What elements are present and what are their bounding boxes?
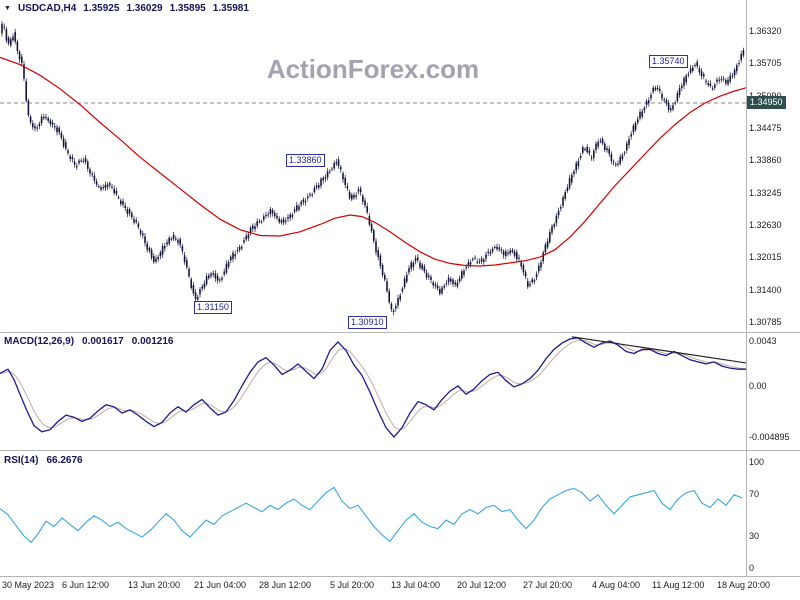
rsi-axis[interactable]: 100 70 30 0 [746,451,800,576]
price-axis-tick: 1.34475 [749,123,782,133]
macd-name: MACD(12,26,9) [4,336,75,347]
price-axis-tick: 1.33245 [749,187,782,198]
time-axis-label: 6 Jun 12:00 [62,580,110,590]
panel-separator-1 [0,332,800,333]
price-axis-tick: 1.32015 [749,252,782,263]
macd-plot[interactable] [0,333,746,450]
macd-value-main: 0.001617 [82,336,124,347]
rsi-plot[interactable] [0,451,746,576]
level-price-tag: 1.34950 [747,96,786,110]
time-axis-label: 28 Jun 12:00 [259,580,312,590]
swing-price-label: 1.31150 [194,301,232,314]
macd-axis[interactable]: 0.0043 0.00 -0.004895 [746,333,800,450]
panel-separator-2 [0,450,800,451]
time-axis-label: 20 Jul 12:00 [457,580,507,590]
time-axis-label: 5 Jul 20:00 [330,580,375,590]
rsi-axis-tick: 70 [749,488,760,499]
rsi-axis-tick: 100 [749,457,765,467]
time-axis-label: 4 Aug 04:00 [592,580,641,590]
rsi-axis-tick: 0 [749,562,755,573]
price-axis-tick: 1.35705 [749,58,782,69]
chart-title: ▼ USDCAD,H4 1.35925 1.36029 1.35895 1.35… [4,3,249,14]
ohlc-close: 1.35981 [212,3,249,14]
price-axis[interactable]: 1.36320 1.35705 1.35090 1.34475 1.33860 1.332… [746,0,800,332]
swing-price-label: 1.35740 [649,55,688,68]
rsi-axis-tick: 30 [749,530,760,541]
macd-axis-tick: -0.004895 [749,431,790,442]
ohlc-low: 1.35895 [169,3,206,14]
time-axis-label: 30 May 2023 [2,580,55,590]
macd-main-line [0,337,746,438]
time-axis-label: 13 Jul 04:00 [391,580,441,590]
macd-trendline [571,336,746,364]
price-axis-tick: 1.33860 [749,155,782,166]
price-plot[interactable] [0,0,746,332]
macd-signal-line [0,339,746,430]
price-axis-tick: 1.35090 [749,91,782,101]
moving-average-line [0,56,746,267]
time-axis-label: 27 Jul 20:00 [523,580,573,590]
symbol-label: USDCAD,H4 [17,3,77,14]
axis-separator [746,0,747,577]
price-axis-tick: 1.36320 [749,26,782,36]
swing-price-label: 1.30910 [348,316,387,329]
macd-value-signal: 0.001216 [131,336,174,347]
rsi-value: 66.2676 [46,455,83,466]
time-axis-label: 13 Jun 20:00 [128,580,181,590]
watermark: ActionForex.com [266,54,480,84]
ohlc-high: 1.36029 [126,3,163,14]
price-axis-tick: 1.31400 [749,284,782,295]
swing-price-label: 1.33860 [286,154,325,167]
collapse-arrow-icon[interactable]: ▼ [4,4,11,12]
rsi-line [0,486,743,544]
macd-axis-tick: 0.00 [749,380,767,391]
rsi-label: RSI(14) 66.2676 [4,455,83,466]
macd-label: MACD(12,26,9) 0.001617 0.001216 [4,336,173,347]
time-axis-label: 18 Aug 20:00 [717,580,771,590]
macd-axis-tick: 0.0043 [749,336,777,346]
ohlc-open: 1.35925 [83,3,120,14]
price-axis-tick: 1.30785 [749,317,782,327]
panel-separator-3 [0,576,800,577]
time-axis-label: 21 Jun 04:00 [194,580,247,590]
time-axis[interactable]: 30 May 2023 6 Jun 12:00 13 Jun 20:00 21 Jun… [0,580,800,596]
rsi-name: RSI(14) [4,455,39,466]
time-axis-label: 11 Aug 12:00 [652,580,705,590]
price-axis-tick: 1.32630 [749,220,782,230]
